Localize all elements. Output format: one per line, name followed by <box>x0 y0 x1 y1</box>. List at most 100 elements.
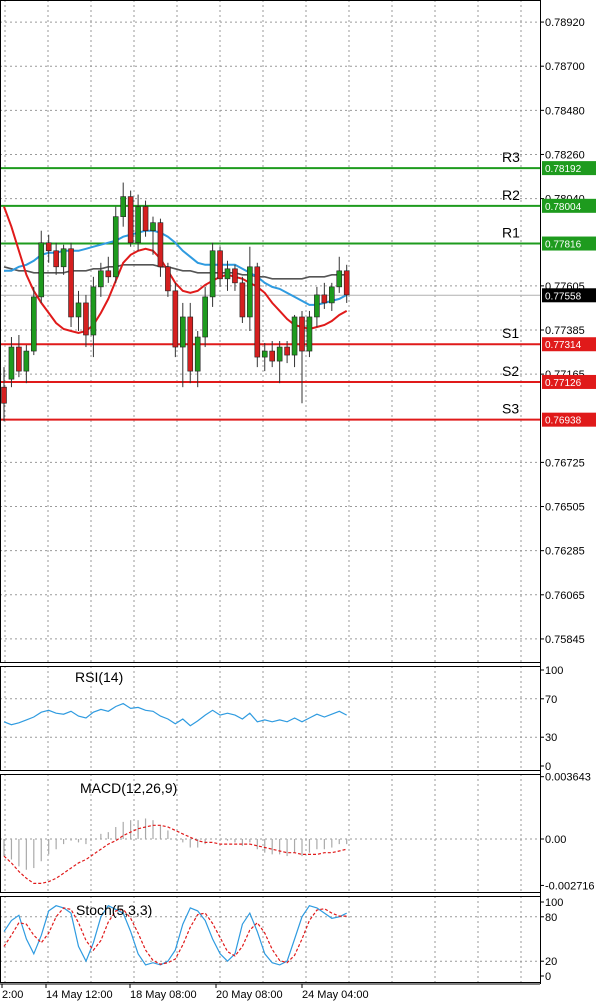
candle <box>16 346 22 372</box>
price-tick-label: 0.76285 <box>545 546 585 558</box>
candle <box>343 270 350 296</box>
rsi-line <box>3 702 347 727</box>
price-tick-label: 0.76065 <box>545 590 585 602</box>
level-badge-s2 <box>542 374 596 389</box>
candle <box>98 270 104 288</box>
rsi-tick-label: 100 <box>545 665 563 677</box>
current-price-badge <box>542 288 596 303</box>
current-price-label: 0.77558 <box>545 291 582 302</box>
candle <box>291 316 298 356</box>
candle <box>314 294 320 318</box>
candle <box>239 282 246 318</box>
candle <box>306 316 313 352</box>
stoch-tick-label: 20 <box>545 956 557 968</box>
macd-tick-label: -0.002716 <box>545 880 595 892</box>
candle <box>90 286 97 336</box>
candle <box>135 206 141 244</box>
candle <box>112 216 119 278</box>
time-label: 14 May 12:00 <box>46 989 113 1001</box>
candle <box>120 196 126 217</box>
time-label: 24 May 04:00 <box>302 989 369 1001</box>
stoch-title: Stoch(5,3,3) <box>76 902 152 918</box>
pivot-levels: R3 R2 R1 S1 S2 S3 <box>0 149 540 421</box>
macd-title: MACD(12,26,9) <box>80 780 177 796</box>
candle <box>209 250 216 298</box>
indicators <box>3 702 348 966</box>
price-tick-label: 0.78260 <box>545 149 585 161</box>
candle <box>60 248 67 268</box>
candle <box>336 270 343 288</box>
level-badge-r2 <box>542 198 596 213</box>
level-name-s1: S1 <box>502 325 519 341</box>
level-name-s3: S3 <box>502 401 519 417</box>
stoch-tick-label: 80 <box>545 912 557 924</box>
candle <box>1 386 7 404</box>
stoch-d-line <box>3 907 347 965</box>
price-axis: 0.789200.787000.784800.782600.780400.776… <box>540 17 596 983</box>
time-label: 2:00 <box>2 989 23 1001</box>
macd-tick-label: 0.003643 <box>545 772 591 784</box>
candle <box>30 296 37 352</box>
candle <box>232 268 238 284</box>
candle <box>23 350 30 372</box>
rsi-tick-label: 70 <box>545 694 557 706</box>
candle <box>172 290 179 348</box>
rsi-tick-label: 0 <box>545 761 551 773</box>
candle <box>247 266 253 318</box>
price-tick-label: 0.78700 <box>545 61 585 73</box>
price-tick-label: 0.77385 <box>545 325 585 337</box>
candle <box>321 294 328 304</box>
candle <box>142 206 149 231</box>
price-tick-label: 0.78480 <box>545 105 585 117</box>
candle <box>38 242 45 298</box>
grid <box>0 0 540 982</box>
macd-signal-line <box>3 824 347 885</box>
candle <box>254 266 261 358</box>
level-badge-r1 <box>542 236 596 251</box>
level-badge-s3 <box>542 412 596 427</box>
time-label: 20 May 08:00 <box>216 989 283 1001</box>
candles <box>1 182 350 422</box>
candle <box>8 346 15 380</box>
candle <box>284 346 290 356</box>
frame: 2:00 14 May 12:00 18 May 08:00 20 May 08:00… <box>0 0 541 1001</box>
macd-tick-label: 0.00 <box>545 834 566 846</box>
candle <box>217 250 223 280</box>
candle <box>269 350 276 362</box>
level-price-s2: 0.77126 <box>545 378 582 389</box>
candle <box>194 336 201 372</box>
candle <box>299 316 305 352</box>
candle <box>202 296 208 338</box>
candle <box>53 250 59 268</box>
candle <box>68 248 74 318</box>
stoch-k-line <box>3 904 347 966</box>
level-price-r1: 0.77816 <box>545 240 582 251</box>
candle <box>45 242 52 252</box>
ma-gray-line <box>3 263 347 280</box>
time-label: 18 May 08:00 <box>130 989 197 1001</box>
price-tick-label: 0.75845 <box>545 634 585 646</box>
candle <box>180 316 186 348</box>
price-tick-label: 0.76725 <box>545 457 585 469</box>
rsi-title: RSI(14) <box>75 669 123 685</box>
price-tick-label: 0.76505 <box>545 502 585 514</box>
candle <box>165 266 171 292</box>
candle <box>261 350 268 358</box>
candle <box>224 268 231 280</box>
price-tick-label: 0.78920 <box>545 17 585 29</box>
level-name-s2: S2 <box>502 363 519 379</box>
level-price-r3: 0.78192 <box>545 164 582 175</box>
stoch-tick-label: 0 <box>545 971 551 983</box>
stoch-tick-label: 100 <box>545 897 563 909</box>
candle <box>276 346 283 362</box>
candle <box>105 270 112 278</box>
candle <box>83 302 89 336</box>
level-badge-s1 <box>542 337 596 352</box>
rsi-tick-label: 30 <box>545 732 557 744</box>
level-price-r2: 0.78004 <box>545 202 582 213</box>
candle <box>328 286 335 304</box>
level-name-r1: R1 <box>502 225 520 241</box>
level-price-s3: 0.76938 <box>545 416 582 427</box>
candle <box>75 302 82 318</box>
candle <box>187 316 194 372</box>
